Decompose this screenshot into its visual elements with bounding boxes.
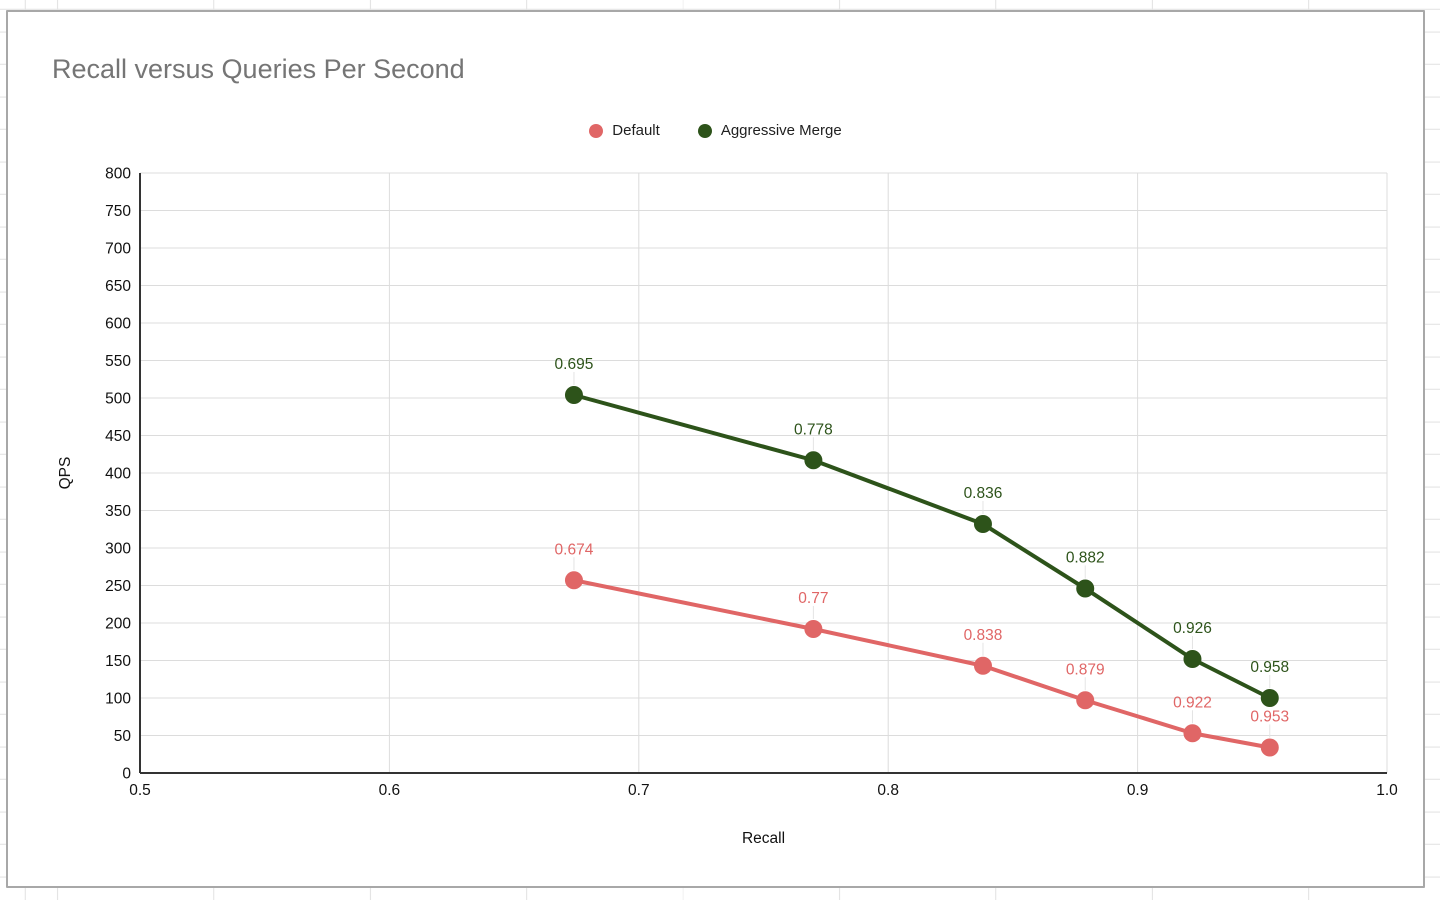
y-tick-label: 750	[105, 203, 131, 220]
data-point-label: 0.77	[798, 590, 828, 607]
y-tick-label: 600	[105, 316, 131, 333]
x-tick-label: 0.6	[379, 782, 401, 799]
y-tick-label: 200	[105, 616, 131, 633]
x-tick-label: 0.5	[129, 782, 151, 799]
y-tick-label: 700	[105, 241, 131, 258]
data-point[interactable]	[564, 386, 583, 404]
data-point[interactable]	[804, 451, 823, 470]
data-point[interactable]	[1076, 579, 1095, 598]
y-tick-label: 0	[122, 766, 131, 783]
y-tick-label: 250	[105, 578, 131, 595]
x-axis-title: Recall	[742, 830, 785, 847]
series-line-default	[571, 578, 1272, 750]
data-point[interactable]	[973, 515, 992, 533]
data-point-label: 0.958	[1250, 659, 1289, 676]
y-tick-label: 400	[105, 466, 131, 483]
y-tick-label: 800	[105, 166, 131, 183]
data-point[interactable]	[1183, 650, 1202, 668]
chart-card[interactable]: Recall versus Queries Per Second Default…	[6, 10, 1425, 888]
x-tick-label: 0.8	[877, 782, 899, 799]
legend-item-default: Default	[589, 122, 660, 139]
series-line-aggressive-merge	[571, 393, 1272, 700]
chart-plot-area[interactable]: 0 50 100 150 200 250 300 350 400 450 500 550 600 650 7…	[8, 12, 1427, 890]
y-tick-label: 100	[105, 691, 131, 708]
data-point-label: 0.882	[1066, 550, 1105, 567]
data-point-label: 0.836	[964, 485, 1003, 502]
y-tick-label: 50	[114, 728, 132, 745]
legend-item-aggressive-merge: Aggressive Merge	[697, 122, 842, 139]
data-point[interactable]	[1260, 738, 1279, 757]
y-tick-label: 150	[105, 653, 131, 670]
data-point-label: 0.879	[1066, 661, 1105, 678]
data-point-label: 0.922	[1173, 694, 1212, 711]
data-point-label: 0.838	[964, 627, 1003, 644]
x-tick-label: 0.7	[628, 782, 650, 799]
x-tick-label: 1.0	[1376, 782, 1398, 799]
legend-dot-aggressive-merge-icon	[697, 123, 712, 138]
data-point-label: 0.953	[1250, 709, 1289, 726]
y-tick-label: 300	[105, 541, 131, 558]
chart-title: Recall versus Queries Per Second	[52, 54, 465, 84]
y-axis-title: QPS	[57, 457, 74, 490]
data-point[interactable]	[564, 571, 583, 590]
data-point-label: 0.695	[555, 356, 594, 373]
data-point[interactable]	[1183, 724, 1202, 743]
y-tick-label: 450	[105, 428, 131, 445]
legend-label-default: Default	[612, 122, 660, 139]
data-point-label: 0.926	[1173, 620, 1212, 637]
y-tick-label: 550	[105, 353, 131, 370]
legend-dot-default-icon	[589, 123, 604, 138]
x-tick-label: 0.9	[1127, 782, 1149, 799]
data-point[interactable]	[804, 620, 823, 638]
legend-label-aggressive-merge: Aggressive Merge	[720, 122, 842, 139]
chart-legend: Default Aggressive Merge	[8, 122, 1423, 139]
y-tick-label: 350	[105, 503, 131, 520]
data-point[interactable]	[1076, 691, 1095, 710]
y-tick-label: 500	[105, 391, 131, 408]
y-tick-label: 650	[105, 278, 131, 295]
data-point[interactable]	[1260, 689, 1279, 707]
data-point[interactable]	[973, 656, 992, 675]
data-point-label: 0.674	[555, 541, 594, 558]
data-point-label: 0.778	[794, 421, 833, 438]
